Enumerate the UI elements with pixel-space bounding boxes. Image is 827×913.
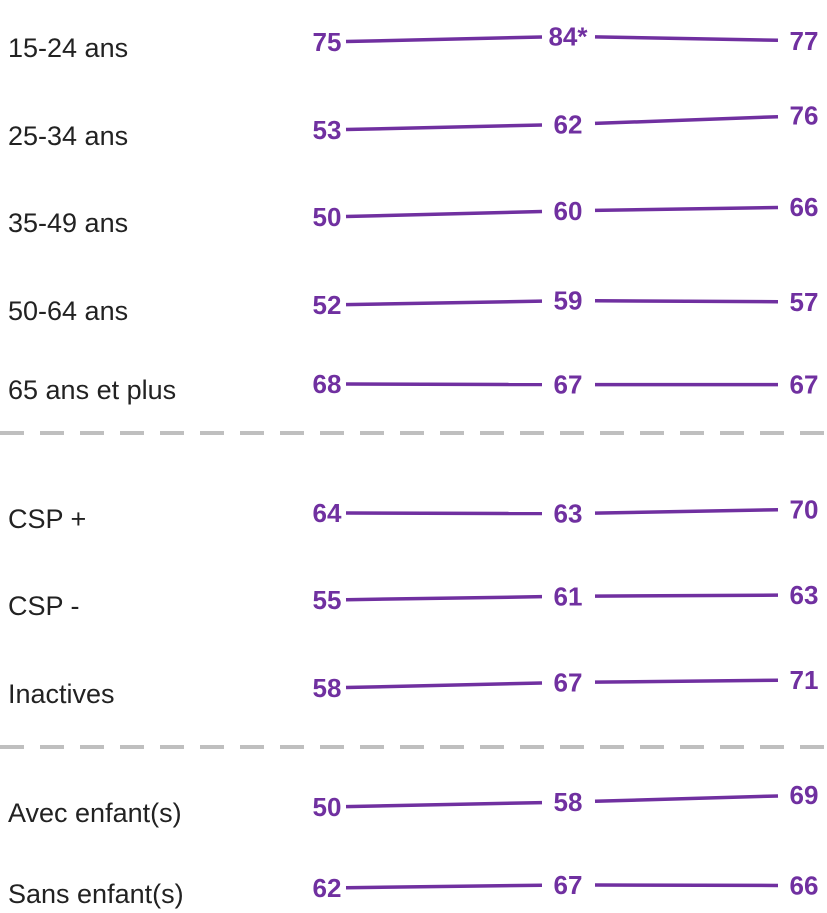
row-label: CSP + xyxy=(8,504,86,534)
data-label: 67 xyxy=(554,667,583,697)
data-label: 84* xyxy=(548,21,588,51)
data-label: 69 xyxy=(790,780,819,810)
row-label: 65 ans et plus xyxy=(8,375,176,405)
row-label: Sans enfant(s) xyxy=(8,879,184,909)
data-label: 57 xyxy=(790,287,819,317)
data-label: 70 xyxy=(790,494,819,524)
data-label: 50 xyxy=(313,202,342,232)
data-label: 61 xyxy=(554,581,583,611)
data-label: 55 xyxy=(313,585,342,615)
data-label: 58 xyxy=(313,673,342,703)
data-label: 66 xyxy=(790,192,819,222)
series-segment xyxy=(345,800,543,809)
series-segment xyxy=(594,508,779,515)
data-label: 63 xyxy=(790,580,819,610)
series-segment xyxy=(594,114,779,126)
data-label: 58 xyxy=(554,787,583,817)
series-segment xyxy=(345,123,543,132)
series-segment xyxy=(345,209,543,219)
series-segment xyxy=(345,594,543,602)
data-label: 66 xyxy=(790,871,819,901)
data-label: 75 xyxy=(313,27,342,57)
data-label: 50 xyxy=(313,792,342,822)
series-segment xyxy=(345,681,543,690)
series-segment xyxy=(345,299,543,307)
series-segment xyxy=(345,35,543,44)
data-label: 62 xyxy=(313,873,342,903)
series-segment xyxy=(345,511,543,516)
series-segment xyxy=(345,382,543,387)
data-label: 67 xyxy=(790,370,819,400)
data-label: 63 xyxy=(554,499,583,529)
data-label: 52 xyxy=(313,290,342,320)
data-label: 53 xyxy=(313,115,342,145)
series-segment xyxy=(345,883,543,890)
data-label: 59 xyxy=(554,286,583,316)
data-label: 67 xyxy=(554,870,583,900)
row-label: CSP - xyxy=(8,591,80,621)
row-label: 15-24 ans xyxy=(8,33,128,63)
data-label: 76 xyxy=(790,101,819,131)
series-segment xyxy=(594,593,779,598)
series-segment xyxy=(594,299,779,304)
series-segment xyxy=(594,678,779,684)
data-label: 68 xyxy=(313,369,342,399)
data-label: 77 xyxy=(790,26,819,56)
data-label: 67 xyxy=(554,370,583,400)
series-segment xyxy=(594,794,779,804)
row-label: 35-49 ans xyxy=(8,208,128,238)
series-segment xyxy=(594,205,779,213)
row-label: Inactives xyxy=(8,679,115,709)
data-label: 71 xyxy=(790,665,819,695)
row-label: 25-34 ans xyxy=(8,121,128,151)
data-label: 62 xyxy=(554,109,583,139)
row-label: Avec enfant(s) xyxy=(8,798,182,828)
data-label: 60 xyxy=(554,196,583,226)
row-label: 50-64 ans xyxy=(8,296,128,326)
series-segment xyxy=(594,35,779,43)
data-label: 64 xyxy=(313,498,342,528)
